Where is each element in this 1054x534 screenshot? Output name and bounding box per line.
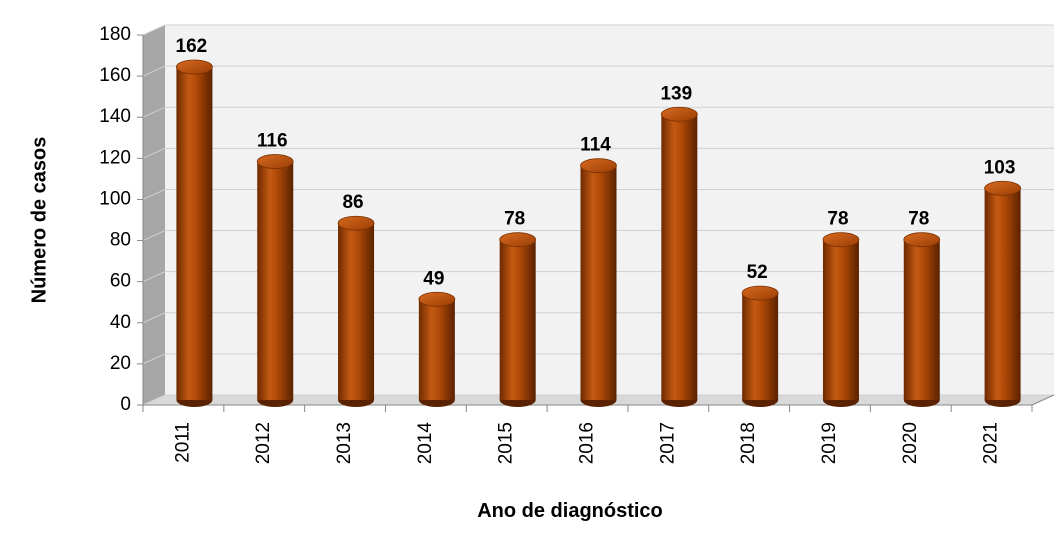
x-tick-label: 2011 bbox=[172, 422, 193, 463]
y-tick-label: 180 bbox=[99, 24, 131, 45]
bar-top bbox=[660, 106, 698, 122]
bar-top bbox=[741, 285, 779, 301]
value-label: 86 bbox=[342, 192, 363, 213]
value-label: 52 bbox=[747, 262, 768, 283]
bar-body bbox=[499, 239, 536, 400]
bar-top bbox=[256, 154, 294, 169]
x-tick-label: 2014 bbox=[415, 422, 436, 465]
y-tick-label: 80 bbox=[110, 230, 131, 251]
x-axis-title: Ano de diagnóstico bbox=[477, 500, 663, 522]
bar-top bbox=[176, 59, 213, 75]
bar-top bbox=[903, 232, 941, 248]
value-label: 103 bbox=[984, 157, 1016, 178]
bar-body bbox=[580, 165, 617, 400]
value-label: 49 bbox=[423, 268, 444, 289]
bar-top bbox=[822, 232, 860, 248]
y-tick-label: 100 bbox=[99, 188, 131, 209]
x-tick-label: 2013 bbox=[334, 422, 355, 464]
bar bbox=[337, 215, 375, 407]
x-tick-label: 2018 bbox=[738, 422, 759, 464]
bar bbox=[660, 106, 698, 407]
x-tick-label: 2020 bbox=[900, 422, 921, 464]
value-label: 114 bbox=[580, 135, 611, 156]
grid-line bbox=[142, 147, 1054, 159]
bar bbox=[256, 154, 294, 407]
bar bbox=[903, 232, 941, 407]
bar-body bbox=[903, 239, 940, 400]
bar bbox=[418, 291, 456, 407]
bar-top bbox=[499, 232, 537, 248]
y-axis-title: Número de casos bbox=[28, 137, 50, 304]
bar-top bbox=[337, 215, 375, 231]
bar bbox=[176, 59, 213, 407]
y-tick-label: 120 bbox=[99, 147, 131, 168]
bar bbox=[822, 232, 860, 407]
bar-body bbox=[338, 223, 375, 400]
value-label: 116 bbox=[257, 131, 288, 152]
x-tick-label: 2012 bbox=[253, 422, 274, 464]
value-label: 78 bbox=[827, 209, 848, 230]
bar-body bbox=[418, 299, 455, 400]
bar-top bbox=[984, 180, 1021, 196]
bar bbox=[741, 285, 779, 407]
x-tick-label: 2015 bbox=[496, 422, 517, 464]
x-axis-end bbox=[1031, 394, 1054, 406]
side-wall bbox=[143, 25, 165, 405]
bar-body bbox=[822, 239, 859, 400]
value-label: 78 bbox=[908, 209, 929, 230]
y-tick-label: 20 bbox=[110, 353, 131, 374]
bar-top bbox=[418, 291, 456, 307]
value-label: 139 bbox=[660, 83, 692, 104]
x-tick-label: 2016 bbox=[577, 422, 598, 464]
bar-body bbox=[984, 188, 1021, 400]
y-tick-label: 140 bbox=[99, 106, 131, 127]
x-tick-label: 2019 bbox=[819, 422, 840, 464]
grid-line bbox=[142, 24, 1054, 36]
bar-body bbox=[742, 293, 779, 400]
value-label: 162 bbox=[176, 36, 208, 57]
y-tick-label: 0 bbox=[120, 394, 131, 415]
grid-line bbox=[142, 65, 1054, 77]
grid-line bbox=[142, 271, 1054, 283]
x-tick-label: 2021 bbox=[981, 422, 1002, 464]
y-tick-label: 40 bbox=[110, 312, 131, 333]
bar-top bbox=[580, 158, 617, 174]
value-label: 78 bbox=[504, 209, 525, 230]
bar-body bbox=[257, 161, 294, 400]
y-tick-label: 60 bbox=[110, 271, 131, 292]
grid-line bbox=[142, 106, 1054, 118]
bar bbox=[499, 232, 537, 407]
bar-body bbox=[661, 114, 698, 401]
bar-body bbox=[176, 67, 213, 400]
grid-line bbox=[142, 188, 1054, 200]
x-tick-label: 2017 bbox=[657, 422, 678, 464]
grid-line bbox=[142, 230, 1054, 242]
bar bbox=[580, 158, 617, 407]
bar bbox=[984, 180, 1021, 407]
y-tick-label: 160 bbox=[99, 65, 131, 86]
